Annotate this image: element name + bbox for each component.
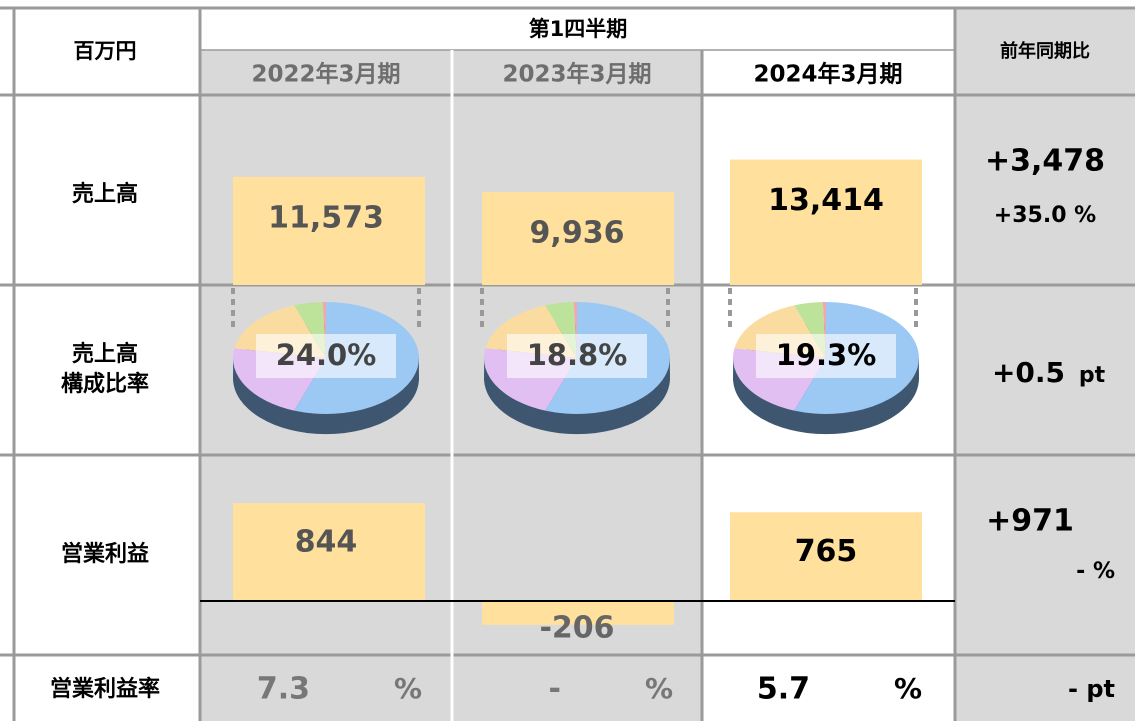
- sales-value: 11,573: [268, 200, 384, 235]
- profit-bar: [233, 503, 425, 601]
- share-box: [256, 334, 396, 378]
- yoy-value: +0.5: [992, 356, 1065, 389]
- column-header: 2024年3月期: [753, 61, 902, 88]
- sales-value: 9,936: [530, 216, 625, 251]
- margin-value: 5.7: [757, 672, 810, 707]
- profit-value: -206: [539, 611, 614, 646]
- margin-value: 7.3: [257, 672, 310, 707]
- row-label: 構成比率: [61, 371, 149, 397]
- header: 百万円 第1四半期 2022年3月期 2023年3月期 2024年3月期 前年同…: [74, 17, 1091, 88]
- yoy-value: - %: [1076, 559, 1115, 584]
- sales-bar: [730, 159, 922, 285]
- sales-bar: [233, 176, 425, 285]
- profit-bar: [482, 601, 674, 625]
- share-box: [507, 334, 647, 378]
- column-header: 2023年3月期: [502, 61, 651, 88]
- yoy: +3,478 +35.0 % +0.5 pt +971 - % - pt: [985, 144, 1115, 704]
- unit: 百万円: [74, 39, 137, 63]
- profit-value: 765: [795, 534, 858, 569]
- share-value: 18.8%: [527, 338, 628, 372]
- period: 第1四半期: [529, 17, 628, 41]
- yoy-value: +971: [986, 504, 1074, 539]
- column-header: 2022年3月期: [251, 61, 400, 88]
- sales-value: 13,414: [768, 183, 884, 218]
- marks: 11,573 9,936 13,414 24.0% 18.8% 19.3% 844 -206 7…: [231, 159, 922, 707]
- row-labels: 売上高 売上高 構成比率 営業利益 営業利益率: [50, 181, 160, 702]
- yoy-header: 前年同期比: [1000, 40, 1090, 62]
- share-value: 19.3%: [776, 338, 877, 372]
- yoy-value: +35.0 %: [994, 203, 1096, 228]
- sales-bar: [482, 192, 674, 285]
- row-label: 営業利益率: [50, 676, 160, 702]
- margin-unit: %: [894, 672, 922, 705]
- yoy-unit: pt: [1079, 363, 1106, 388]
- profit-bar: [730, 512, 922, 601]
- row-label: 営業利益: [61, 541, 149, 567]
- share-box: [756, 334, 896, 378]
- margin-unit: %: [645, 672, 673, 705]
- yoy-value: +3,478: [985, 144, 1105, 179]
- row-label: 売上高: [72, 341, 138, 367]
- margin-value: -: [549, 672, 561, 707]
- share-value: 24.0%: [276, 338, 377, 372]
- row-label: 売上高: [72, 181, 138, 207]
- yoy-value: - pt: [1068, 675, 1115, 703]
- margin-unit: %: [394, 672, 422, 705]
- profit-value: 844: [295, 525, 358, 560]
